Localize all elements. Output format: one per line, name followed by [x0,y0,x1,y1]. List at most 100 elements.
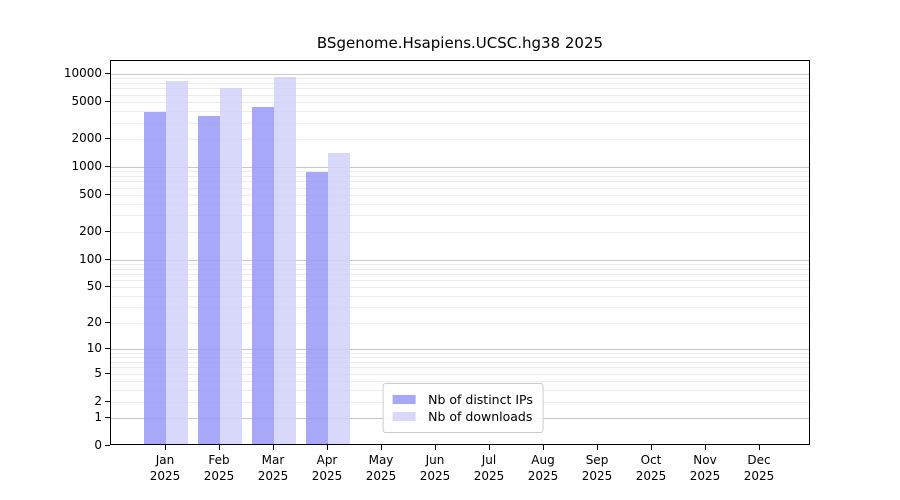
x-tick-month: Sep [585,453,609,467]
x-axis-tick [327,445,328,450]
minor-gridline [111,287,809,289]
bar-distinct-ips [198,116,220,444]
x-axis-tick [759,445,760,450]
minor-gridline [111,263,809,265]
y-axis-tick [105,348,110,349]
x-axis-tick-label: Oct 2025 [624,452,678,484]
x-tick-month: Jan [155,453,175,467]
minor-gridline [111,367,809,369]
minor-gridline [111,171,809,173]
y-axis-tick [105,417,110,418]
x-tick-month: Dec [747,453,771,467]
y-axis-tick-label: 10 [86,341,102,355]
minor-gridline [111,373,809,375]
minor-gridline [111,353,809,354]
y-axis-tick-label: 2 [94,394,102,408]
x-tick-year: 2025 [635,469,667,483]
y-axis-tick [105,373,110,374]
y-axis-tick [105,445,110,446]
y-axis-tick-label: 20 [86,315,102,329]
minor-gridline [111,110,809,112]
minor-gridline [111,101,809,103]
x-axis-tick-label: Jun 2025 [408,452,462,484]
minor-gridline [111,194,809,196]
minor-gridline [111,94,809,96]
x-axis-tick-label: May 2025 [354,452,408,484]
bar-downloads [220,88,242,444]
y-axis-tick [105,401,110,402]
y-axis-tick-label: 10000 [63,66,102,80]
x-tick-month: May [368,453,394,467]
chart-title: BSgenome.Hsapiens.UCSC.hg38 2025 [316,34,604,52]
legend: Nb of distinct IPs Nb of downloads [383,383,544,433]
bar-downloads [166,81,188,444]
minor-gridline [111,362,809,363]
x-tick-year: 2025 [743,469,775,483]
y-axis-tick-label: 200 [79,224,102,238]
x-axis-tick [219,445,220,450]
minor-gridline [111,187,809,189]
minor-gridline [111,181,809,183]
x-axis-tick [381,445,382,450]
y-axis-tick [105,166,110,167]
minor-gridline [111,357,809,359]
y-axis-tick-label: 1 [94,410,102,424]
x-axis-tick-label: Dec 2025 [732,452,786,484]
major-gridline [111,259,809,261]
y-axis-tick [105,101,110,102]
y-axis-tick-label: 1000 [71,159,102,173]
x-axis-tick-label: Feb 2025 [192,452,246,484]
minor-gridline [111,231,809,233]
x-axis-tick [165,445,166,450]
x-axis-tick [273,445,274,450]
x-tick-year: 2025 [419,469,451,483]
minor-gridline [111,175,809,177]
legend-label-distinct-ips: Nb of distinct IPs [428,392,533,407]
y-axis-tick-label: 5 [94,366,102,380]
x-tick-year: 2025 [149,469,181,483]
x-tick-month: Aug [531,453,555,467]
y-axis-tick [105,259,110,260]
minor-gridline [111,323,809,325]
x-axis-tick [651,445,652,450]
x-tick-year: 2025 [689,469,721,483]
plot-area: Nb of distinct IPs Nb of downloads [110,60,810,445]
x-axis-tick-label: Jan 2025 [138,452,192,484]
x-tick-year: 2025 [203,469,235,483]
y-axis-tick [105,322,110,323]
x-axis-tick [543,445,544,450]
minor-gridline [111,203,809,205]
x-tick-month: Oct [640,453,662,467]
x-tick-year: 2025 [365,469,397,483]
x-tick-month: Mar [261,453,285,467]
y-axis-tick-label: 100 [79,252,102,266]
x-tick-year: 2025 [527,469,559,483]
legend-row-distinct-ips: Nb of distinct IPs [393,392,533,407]
x-tick-year: 2025 [311,469,343,483]
major-gridline [111,349,809,351]
x-axis-tick-label: Sep 2025 [570,452,624,484]
x-tick-month: Nov [693,453,717,467]
minor-gridline [111,83,809,84]
minor-gridline [111,279,809,281]
y-axis-tick-label: 500 [79,187,102,201]
minor-gridline [111,122,809,124]
major-gridline [111,166,809,168]
x-axis-tick [489,445,490,450]
x-axis-tick-label: Jul 2025 [462,452,516,484]
legend-row-downloads: Nb of downloads [393,409,533,424]
y-axis-tick [105,231,110,232]
y-axis-tick [105,138,110,139]
major-gridline [111,73,809,75]
legend-swatch-distinct-ips [393,395,417,404]
y-axis-tick-label: 5000 [71,94,102,108]
y-axis-tick [105,73,110,74]
minor-gridline [111,138,809,140]
minor-gridline [111,88,809,90]
y-axis-tick-label: 50 [86,279,102,293]
x-tick-year: 2025 [581,469,613,483]
minor-gridline [111,78,809,80]
y-axis-tick [105,194,110,195]
y-axis-tick-label: 0 [94,438,102,452]
